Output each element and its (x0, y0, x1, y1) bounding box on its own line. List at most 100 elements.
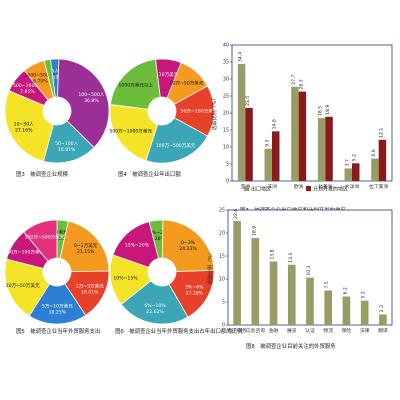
fig8-ytick-label: 15 (219, 254, 225, 260)
fig5-slice-label: 5万~10万美元 (42, 302, 73, 309)
fig8-bar (360, 300, 369, 325)
fig8-category-label: 电子商务 (228, 327, 247, 334)
fig6-slice-label: 15%~20% (125, 242, 150, 248)
fig6-slice (112, 221, 160, 268)
fig8-category-label: 保险 (342, 327, 352, 334)
fig6-slice-value: 17.19% (186, 291, 204, 297)
fig7-legend-label: 计划开发的地区 (313, 186, 348, 193)
fig5-slice-value: 18.25% (49, 309, 67, 315)
fig6-slice-label: 6%~10% (144, 303, 166, 309)
fig8-ytick-label: 25 (219, 208, 225, 214)
fig7-ytick-label: 30 (223, 77, 229, 83)
fig7-category-label: 北美洲 (318, 183, 333, 190)
fig8-bar (269, 261, 278, 325)
fig8-bar (342, 296, 351, 325)
fig4-slice-label: <10万美元 (155, 71, 179, 78)
fig7-bar (272, 131, 280, 181)
fig3-slice (43, 58, 56, 98)
fig4-caption: 图4 被调查企业年出口额 (118, 170, 181, 178)
fig8-bar (251, 238, 260, 325)
fig6-slice-value: 22.62% (146, 309, 164, 315)
fig7-legend-label: 出口地区 (251, 186, 271, 193)
fig8-ylabel: 选取比例（%） (207, 250, 214, 285)
fig4-slice (109, 104, 159, 161)
fig6-pie-chart: <1%~20%4.28%0~3%24.23%3%~6%17.19%6%~10%2… (109, 219, 242, 335)
fig3-slice-value: 16.81% (58, 147, 76, 153)
fig6-caption: 图6 被调查企业当年外贸服务支出占年出口额的比例 (115, 327, 242, 335)
fig7-value-label: 12.1 (378, 128, 384, 138)
fig3-slice-label: 1000~5000人 (25, 72, 57, 78)
fig6-slice-value: 4.28% (150, 236, 165, 242)
fig7-legend-swatch (306, 186, 311, 191)
fig8-value-label: 22.6 (233, 209, 239, 219)
fig8-ytick-label: 20 (219, 231, 225, 237)
fig5-slice-label: 0~1万美元 (74, 242, 98, 249)
fig6-slice (168, 269, 215, 318)
fig6-slice-label: <1%~20% (145, 230, 171, 236)
fig8-category-label: 翻译 (378, 327, 388, 334)
fig8-ytick-label: 5 (222, 300, 225, 306)
fig3-slice-value: 6.79% (33, 78, 48, 84)
fig4-slice-label: 500万~1000万美元 (109, 127, 152, 134)
fig8-value-label: 2.3 (379, 305, 385, 312)
fig3-slice-value: 36.8% (84, 98, 99, 104)
fig8-value-label: 13.8 (270, 249, 276, 259)
fig7-legend-swatch (244, 186, 249, 191)
fig7-ytick-label: 15 (223, 128, 229, 134)
fig6-slice (161, 219, 215, 272)
fig8-ytick-label: 0 (222, 323, 225, 329)
fig8-category-label: 物流 (323, 327, 333, 334)
fig4-slice-label: 10万~50万美元 (170, 80, 204, 87)
fig7-value-label: 21.5 (245, 96, 251, 106)
fig3-slice-label: 10~50人 (14, 122, 35, 128)
fig7-ytick-label: 40 (223, 43, 229, 49)
fig3-slice-value: 27.16% (15, 128, 33, 134)
fig8-bar (287, 264, 296, 325)
fig3-slice-label: 5000人以上 (43, 68, 69, 75)
fig3-slice (4, 90, 54, 162)
fig7-value-label: 3.7 (344, 159, 350, 166)
fig8-value-label: 5.3 (361, 291, 367, 298)
fig5-slice-label: 500万美元以上 (45, 229, 77, 236)
fig7-value-label: 18.5 (318, 106, 324, 116)
fig8-category-label: 金融 (269, 327, 279, 334)
fig7-bar (352, 163, 360, 181)
fig7-bar (291, 86, 299, 181)
fig3-slice-value: 2.59% (48, 75, 63, 81)
fig5-slice-value: 3.52% (54, 236, 69, 242)
fig8-category-label: 展览 (287, 327, 297, 334)
fig3-slice (57, 58, 110, 149)
fig3-slice-value: 7.85% (20, 89, 35, 95)
fig4-slice (145, 117, 209, 164)
fig7-value-label: 14.6 (272, 119, 278, 129)
fig8-bar-chart: 0 5 10 15 20 25 选取比例（%） 电子商务 22.6 信息咨询 18.9 金融 13.8 展… (207, 208, 393, 350)
fig8-value-label: 13.1 (288, 252, 294, 262)
fig3-slice-label: 500~1000人 (13, 83, 42, 89)
fig5-slice-label: 100万~500万美元 (25, 234, 65, 241)
fig7-ytick-label: 0 (226, 179, 229, 185)
fig7-category-label: 欧洲 (294, 183, 304, 190)
fig7-ytick-label: 20 (223, 111, 229, 117)
fig3-caption: 图3 被调查企业规模 (16, 170, 69, 178)
fig5-slice-label: 10万~50万美元 (6, 282, 40, 289)
fig7-bar (378, 139, 387, 181)
fig8-caption: 图8 被调查企业目前关注的外贸服务 (246, 342, 336, 350)
fig7-ytick-label: 10 (223, 145, 229, 151)
fig5-slice-label: 50万~100万美元 (7, 249, 44, 256)
fig5-caption: 图5 被调查企业当年外贸服务支出 (16, 327, 100, 335)
fig8-value-label: 6.2 (342, 287, 348, 294)
fig7-category-label: 拉丁美洲 (369, 183, 388, 190)
fig8-category-label: 信息咨询 (246, 327, 265, 334)
fig8-value-label: 7.5 (324, 281, 330, 288)
fig6-slice-label: 3%~6% (185, 285, 204, 291)
fig7-ylabel: 选取比例（%） (211, 96, 218, 131)
fig7-value-label: 6.6 (371, 149, 377, 156)
fig7-bar (325, 116, 333, 181)
fig8-bar (379, 314, 387, 325)
fig7-bar (371, 158, 379, 181)
fig7-bar-chart: 0510152025303540选取比例（%）亚洲34.421.5非洲9.514… (211, 43, 393, 214)
